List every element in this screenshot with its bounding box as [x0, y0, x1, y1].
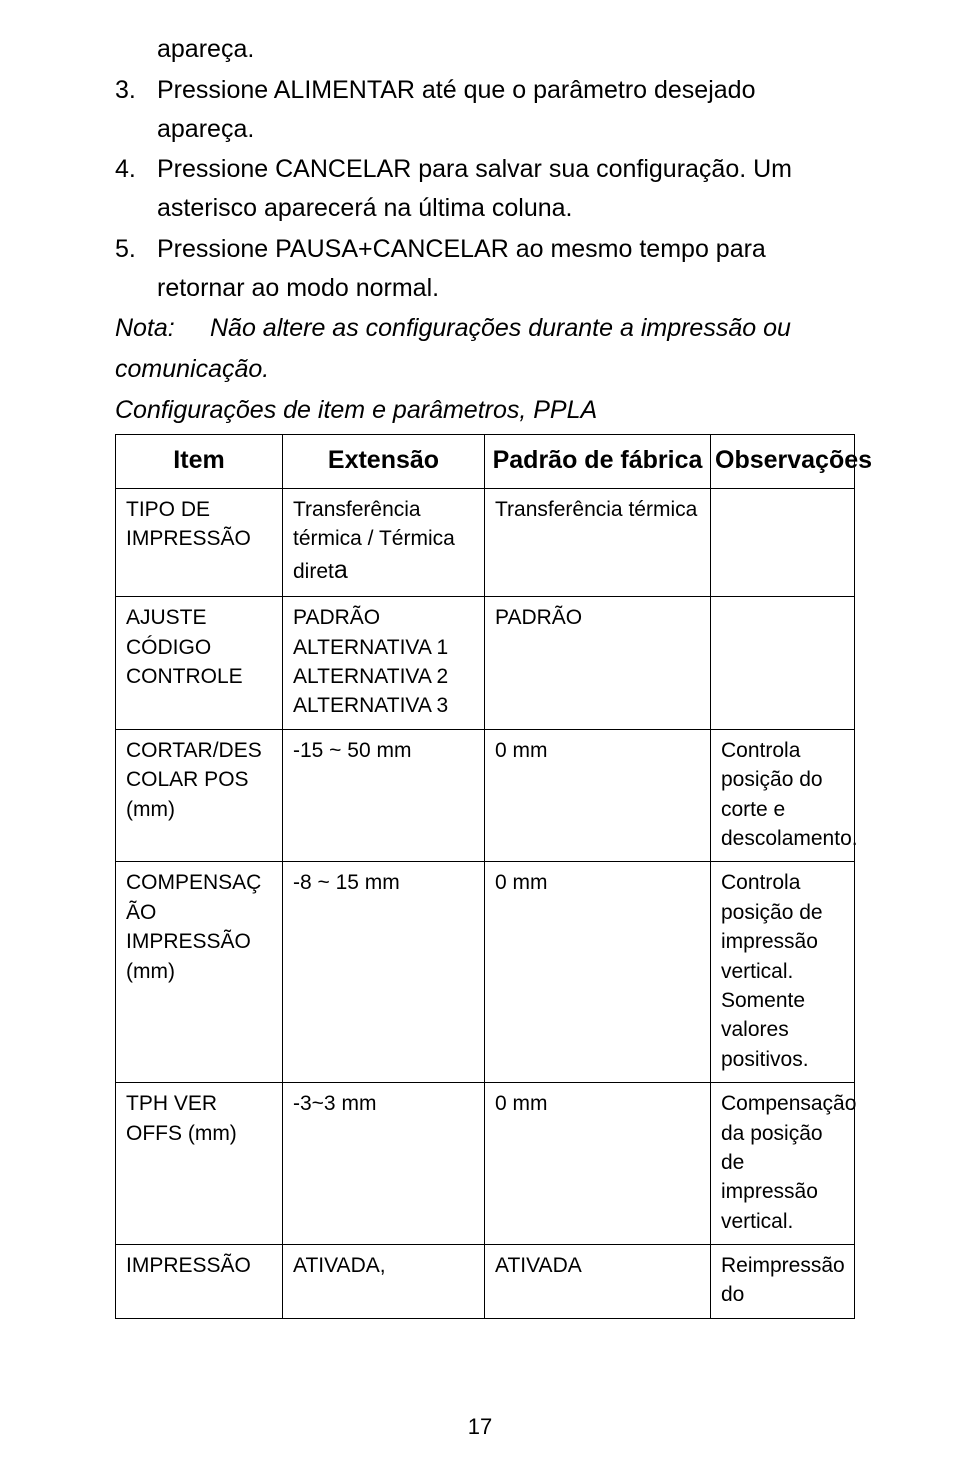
header-item: Item — [116, 434, 283, 488]
cell-pad-1: Transferência térmica — [485, 488, 711, 597]
list-item-3: 3. Pressione ALIMENTAR até que o parâmet… — [115, 71, 855, 149]
cell-obs-6: Reimpressão do — [711, 1245, 855, 1319]
cell-pad-5: 0 mm — [485, 1083, 711, 1245]
list-item-5: 5. Pressione PAUSA+CANCELAR ao mesmo tem… — [115, 230, 855, 308]
cell-item-2: AJUSTE CÓDIGO CONTROLE — [116, 597, 283, 730]
comunicacao-line: comunicação. — [115, 350, 855, 389]
table-row: TPH VER OFFS (mm) -3~3 mm 0 mm Compensaç… — [116, 1083, 855, 1245]
list-body-3: Pressione ALIMENTAR até que o parâmetro … — [157, 71, 855, 149]
list-number-5: 5. — [115, 230, 157, 308]
cell-item-1: TIPO DE IMPRESSÃO — [116, 488, 283, 597]
cell-item-4: COMPENSAÇ ÃO IMPRESSÃO (mm) — [116, 862, 283, 1083]
list-item-4: 4. Pressione CANCELAR para salvar sua co… — [115, 150, 855, 228]
cell-pad-6: ATIVADA — [485, 1245, 711, 1319]
table-header-row: Item Extensão Padrão de fábrica Observaç… — [116, 434, 855, 488]
cell-ext-1-line1: Transferência térmica / Térmica — [293, 498, 455, 550]
config-title: Configurações de item e parâmetros, PPLA — [115, 391, 855, 430]
cell-ext-1-line2-a: a — [334, 556, 348, 584]
table-row: AJUSTE CÓDIGO CONTROLE PADRÃO ALTERNATIV… — [116, 597, 855, 730]
cell-obs-5: Compensação da posição de impressão vert… — [711, 1083, 855, 1245]
cell-obs-2 — [711, 597, 855, 730]
table-row: IMPRESSÃO ATIVADA, ATIVADA Reimpressão d… — [116, 1245, 855, 1319]
nota-label: Nota: — [115, 309, 210, 348]
cell-obs-1 — [711, 488, 855, 597]
nota-line: Nota: Não altere as configurações durant… — [115, 309, 855, 348]
list-number-4: 4. — [115, 150, 157, 228]
ppla-table: Item Extensão Padrão de fábrica Observaç… — [115, 434, 855, 1319]
cell-ext-5: -3~3 mm — [283, 1083, 485, 1245]
list-body-4: Pressione CANCELAR para salvar sua confi… — [157, 150, 855, 228]
cell-item-3: CORTAR/DES COLAR POS (mm) — [116, 729, 283, 862]
table-row: TIPO DE IMPRESSÃO Transferência térmica … — [116, 488, 855, 597]
list-number-3: 3. — [115, 71, 157, 149]
header-extensao: Extensão — [283, 434, 485, 488]
cell-pad-4: 0 mm — [485, 862, 711, 1083]
cell-pad-3: 0 mm — [485, 729, 711, 862]
page-number: 17 — [0, 1414, 960, 1440]
cell-ext-1-line2-pre: diret — [293, 560, 334, 583]
cell-item-6: IMPRESSÃO — [116, 1245, 283, 1319]
cell-obs-4: Controla posição de impressão vertical. … — [711, 862, 855, 1083]
header-observacoes: Observações — [711, 434, 855, 488]
cell-ext-1: Transferência térmica / Térmica direta — [283, 488, 485, 597]
cell-ext-3: -15 ~ 50 mm — [283, 729, 485, 862]
list-body-5: Pressione PAUSA+CANCELAR ao mesmo tempo … — [157, 230, 855, 308]
nota-body: Não altere as configurações durante a im… — [210, 309, 855, 348]
cell-obs-3: Controla posição do corte e descolamento… — [711, 729, 855, 862]
cell-ext-4: -8 ~ 15 mm — [283, 862, 485, 1083]
table-row: COMPENSAÇ ÃO IMPRESSÃO (mm) -8 ~ 15 mm 0… — [116, 862, 855, 1083]
continuation-apareca: apareça. — [157, 30, 855, 69]
cell-pad-2: PADRÃO — [485, 597, 711, 730]
header-padrao: Padrão de fábrica — [485, 434, 711, 488]
cell-ext-6: ATIVADA, — [283, 1245, 485, 1319]
cell-ext-2: PADRÃO ALTERNATIVA 1 ALTERNATIVA 2 ALTER… — [283, 597, 485, 730]
cell-item-5: TPH VER OFFS (mm) — [116, 1083, 283, 1245]
table-row: CORTAR/DES COLAR POS (mm) -15 ~ 50 mm 0 … — [116, 729, 855, 862]
